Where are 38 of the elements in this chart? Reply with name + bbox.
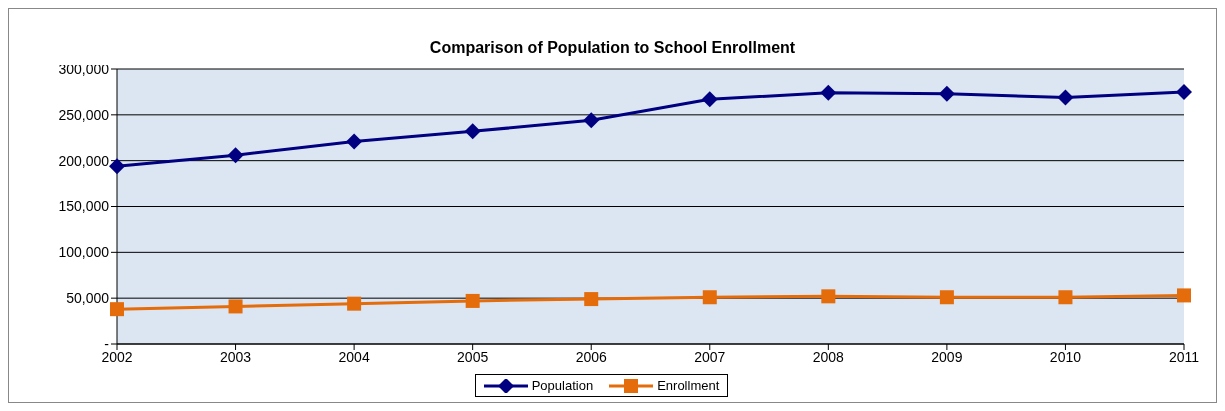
y-tick-label: 100,000: [58, 244, 110, 261]
point: [820, 84, 837, 101]
point: [1177, 288, 1191, 303]
point: [821, 289, 836, 304]
y-tick-label: 250,000: [58, 106, 110, 123]
point: [346, 133, 363, 150]
x-tick-label: 2008: [812, 348, 845, 365]
point: [701, 91, 718, 108]
x-tick-label: 2010: [1049, 348, 1082, 365]
point: [584, 292, 599, 307]
point: [1057, 89, 1074, 106]
x-tick-label: 2003: [219, 348, 252, 365]
point: [939, 290, 954, 305]
legend-label: Population: [531, 378, 594, 393]
point: [464, 123, 481, 140]
point: [1176, 83, 1192, 100]
x-tick-label: 2009: [931, 348, 963, 365]
point: [227, 147, 244, 164]
point: [347, 296, 362, 311]
point: [465, 293, 480, 308]
x-tick-label: 2005: [457, 348, 489, 365]
point: [702, 290, 717, 305]
y-tick-label: 150,000: [58, 198, 110, 215]
y-tick-label: 200,000: [58, 152, 110, 169]
point: [583, 112, 600, 129]
y-tick-label: 50,000: [66, 290, 110, 307]
point: [110, 302, 124, 317]
x-tick-label: 2007: [694, 348, 726, 365]
point: [938, 85, 955, 102]
legend-label: Enrollment: [657, 378, 720, 393]
point: [1058, 290, 1073, 305]
point: [228, 299, 243, 314]
x-tick-label: 2006: [575, 348, 607, 365]
x-tick-label: 2011: [1168, 348, 1200, 365]
point: [109, 158, 125, 175]
y-tick-label: 300,000: [58, 60, 110, 77]
x-tick-label: 2004: [338, 348, 370, 365]
chart-title: Comparison of Population to School Enrollment: [429, 39, 796, 56]
